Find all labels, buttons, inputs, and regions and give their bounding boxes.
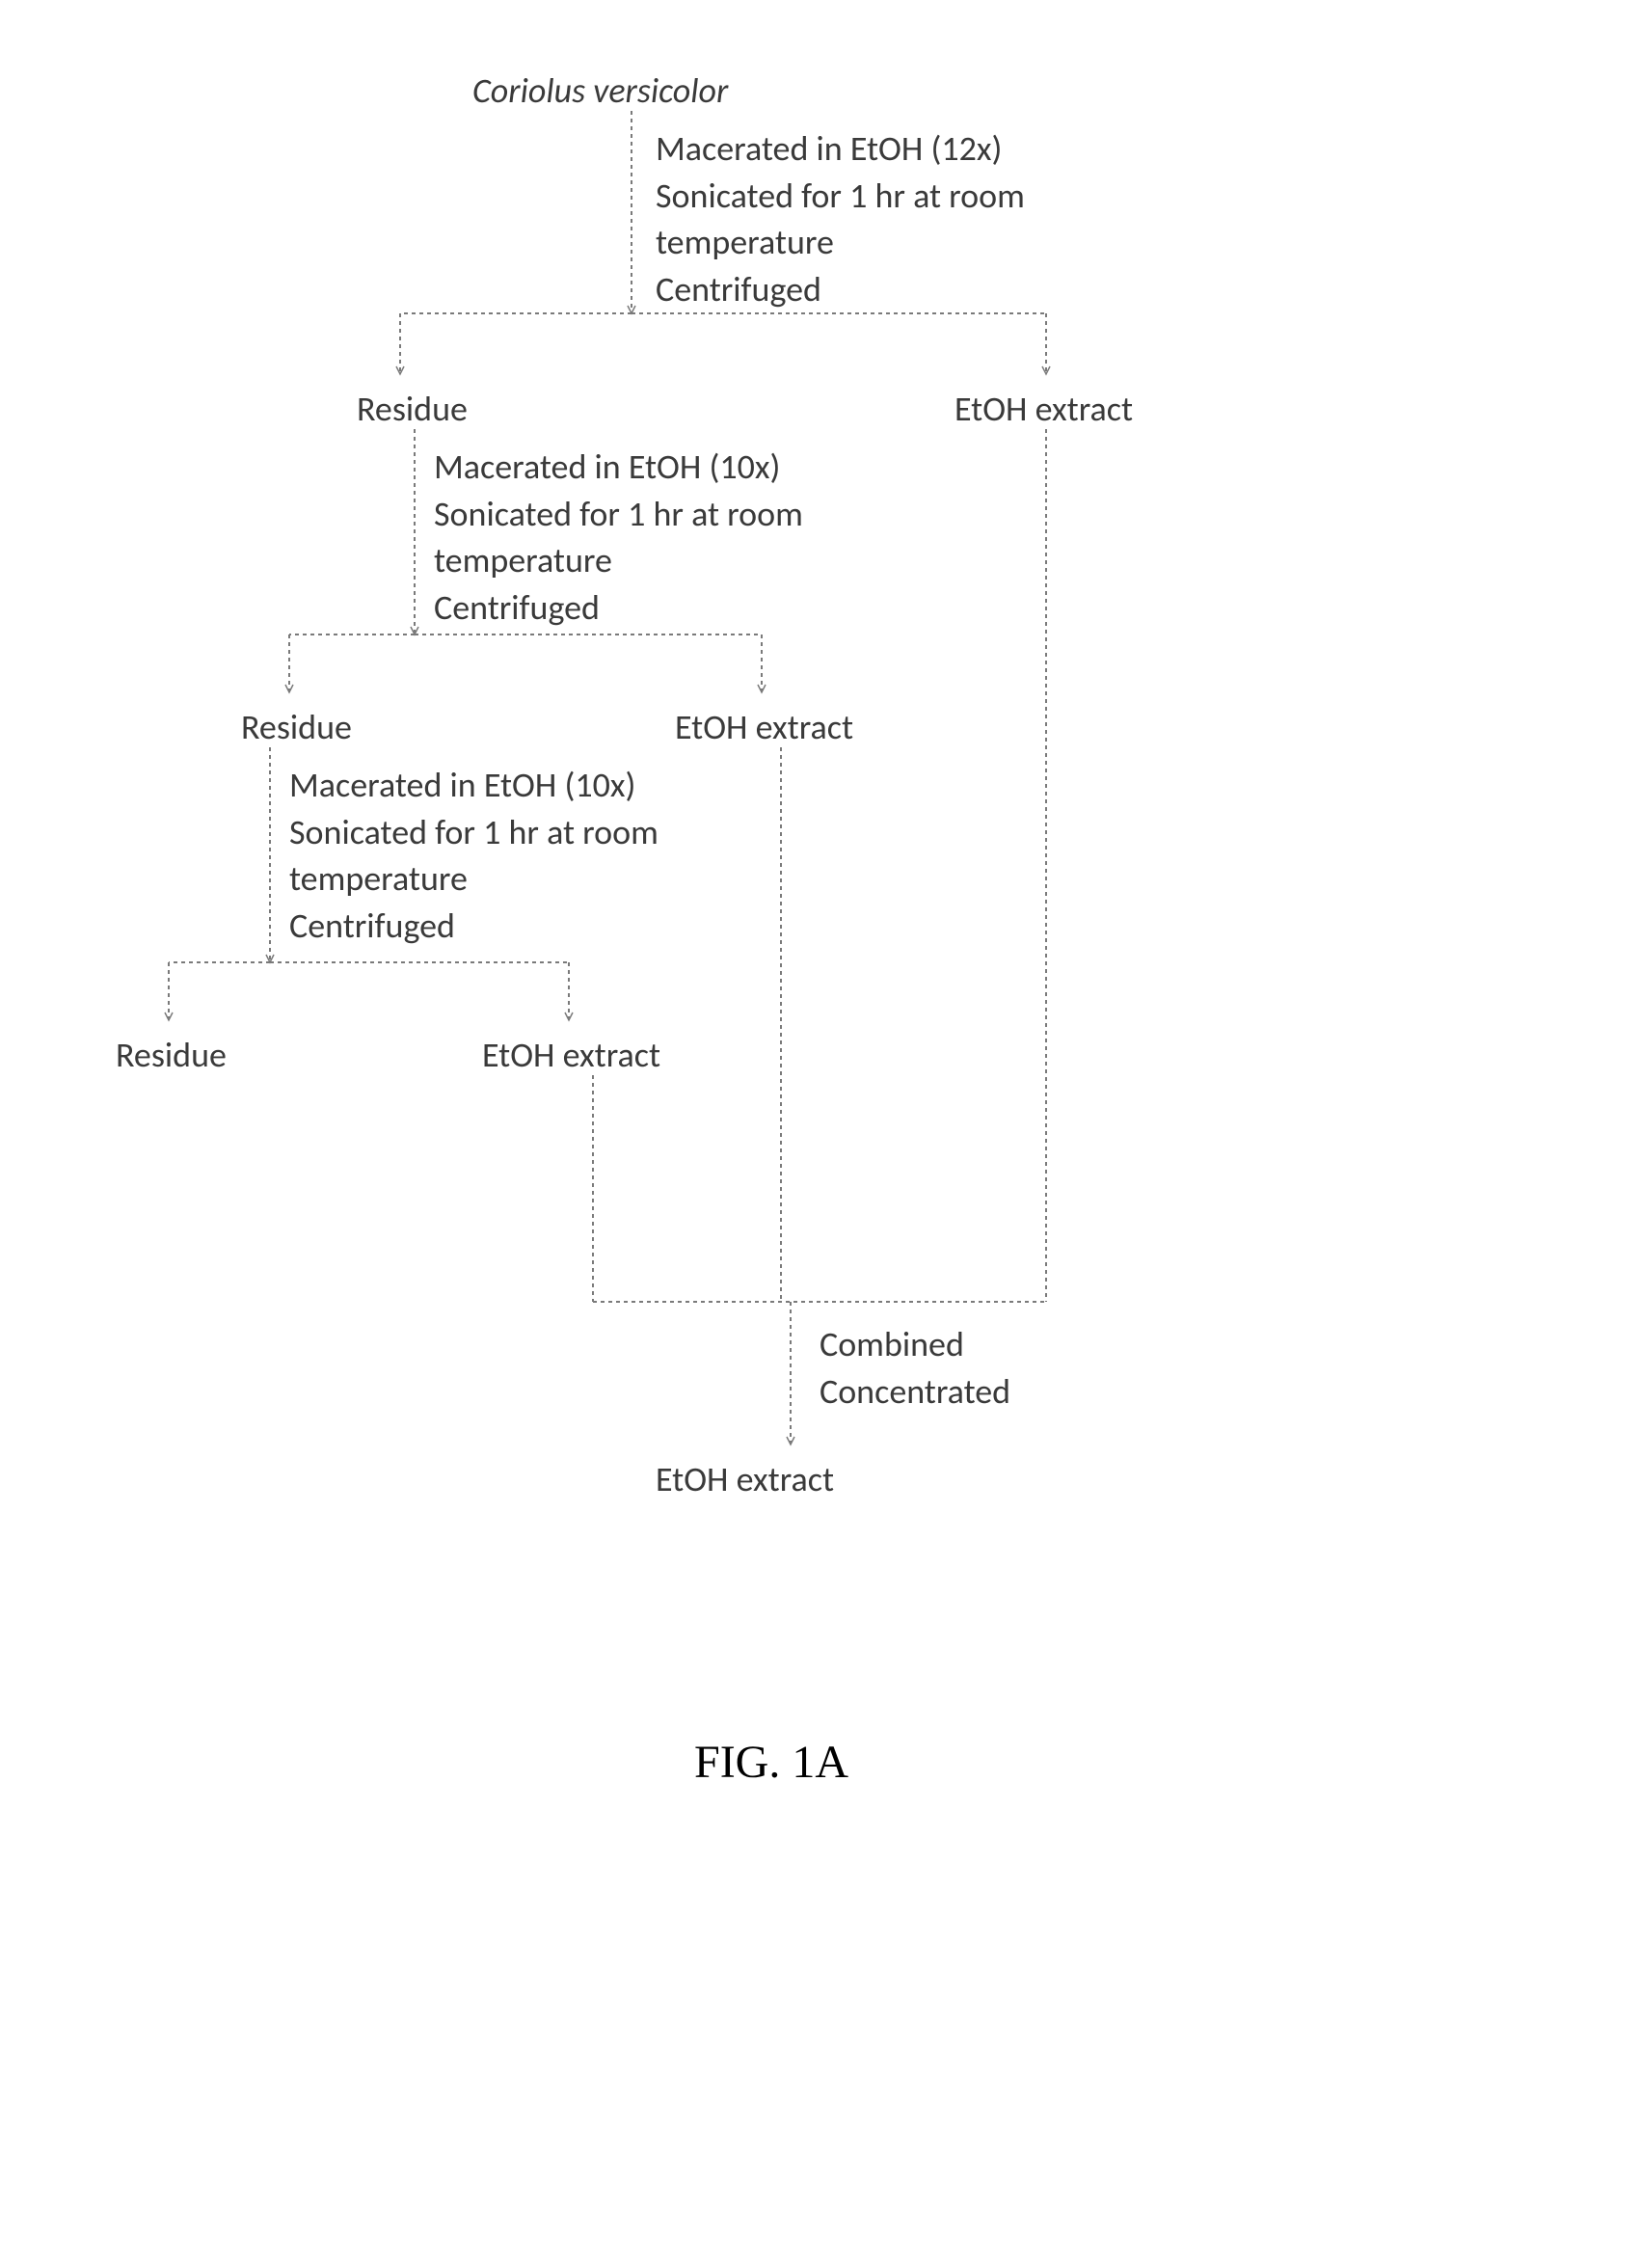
node-etoh1: EtOH extract [954,386,1133,433]
flowchart-connectors [0,0,1640,2268]
node-residue3: Residue [116,1032,227,1079]
node-step3: Macerated in EtOH (10x) Sonicated for 1 … [289,762,659,949]
node-title: Coriolus versicolor [472,68,728,115]
node-final: EtOH extract [656,1456,834,1503]
node-step1: Macerated in EtOH (12x) Sonicated for 1 … [656,125,1025,312]
node-etoh3: EtOH extract [482,1032,660,1079]
node-residue2: Residue [241,704,352,751]
node-step2: Macerated in EtOH (10x) Sonicated for 1 … [434,444,803,631]
node-etoh2: EtOH extract [675,704,853,751]
figure-caption: FIG. 1A [694,1736,848,1789]
node-combine: Combined Concentrated [820,1321,1010,1415]
node-residue1: Residue [357,386,468,433]
